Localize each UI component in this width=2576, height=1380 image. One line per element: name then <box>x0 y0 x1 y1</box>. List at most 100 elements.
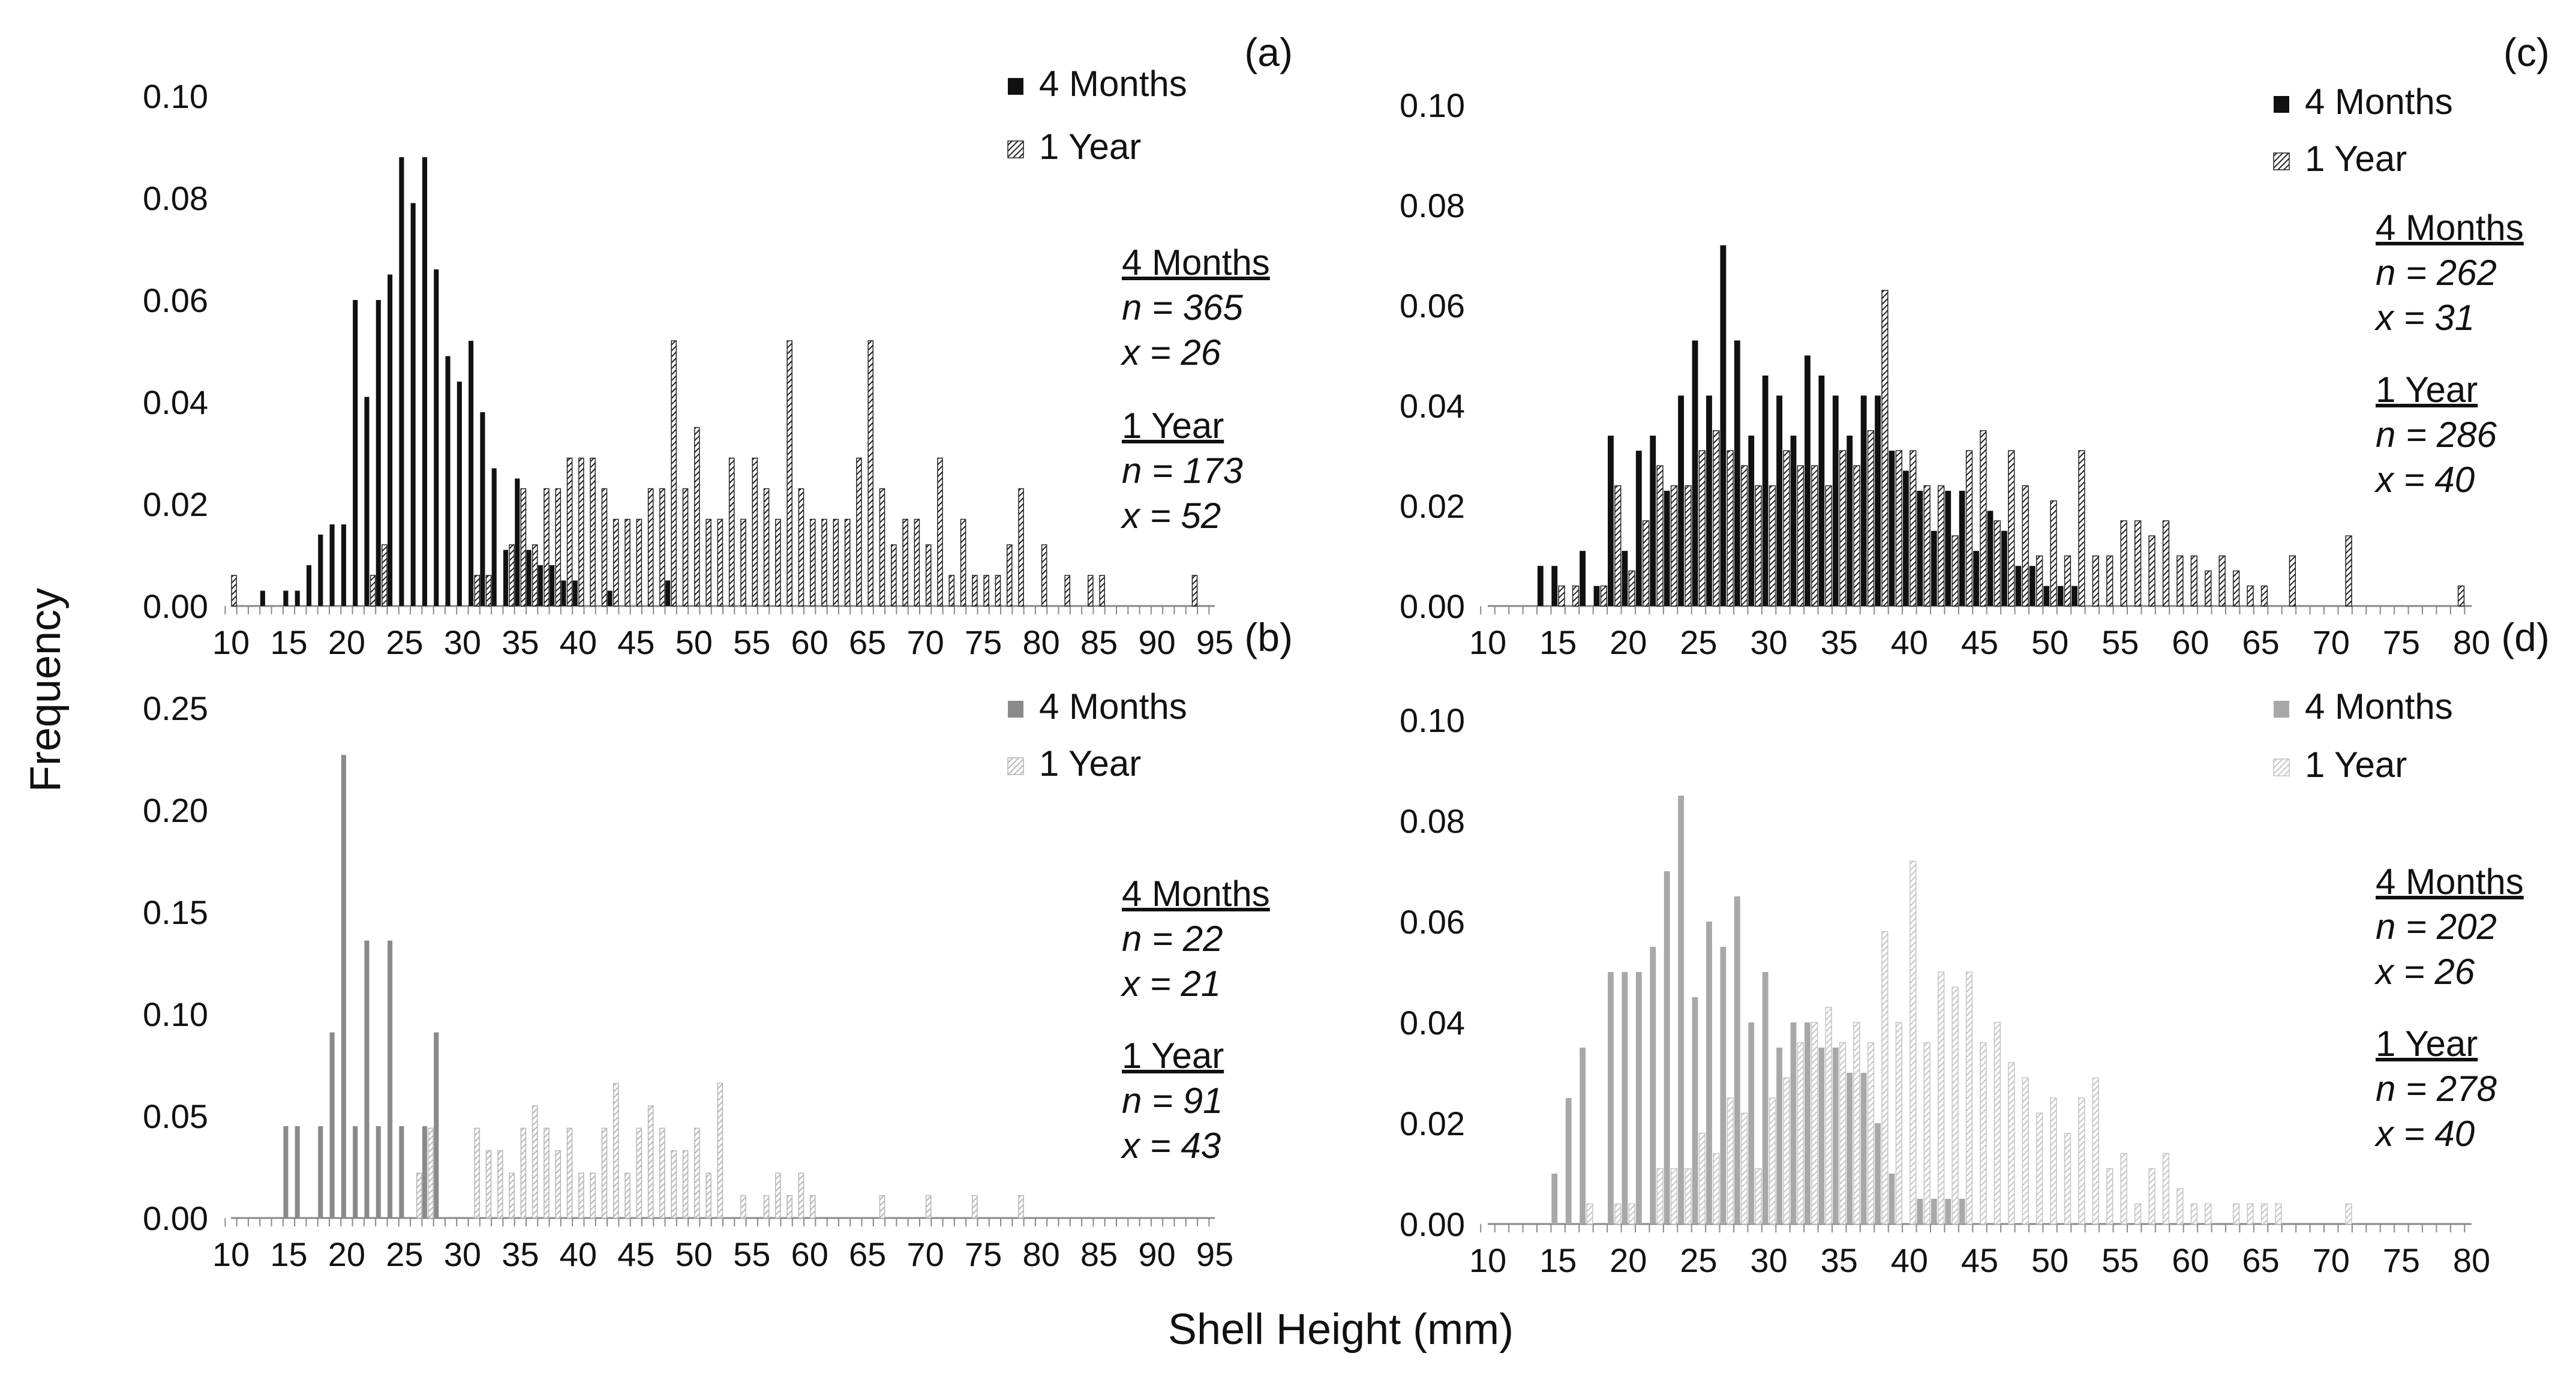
x-tick-label: 95 <box>1196 1235 1233 1273</box>
x-tick-label: 35 <box>502 623 539 661</box>
bar-4-months <box>1987 511 1993 606</box>
x-tick-label: 75 <box>965 623 1002 661</box>
bar-1-year <box>694 1127 700 1219</box>
bar-4-months <box>1847 436 1853 606</box>
bar-4-months <box>2029 566 2035 606</box>
bar-4-months <box>1608 972 1614 1224</box>
x-tick-label: 25 <box>386 1235 423 1273</box>
bar-4-months <box>1664 490 1670 606</box>
stats-mean-months: x = 26 <box>1120 332 1221 373</box>
bar-1-year <box>2008 1062 2015 1225</box>
x-tick-label: 60 <box>2172 1241 2209 1279</box>
bar-1-year <box>2345 1203 2352 1225</box>
bar-1-year <box>2092 555 2100 607</box>
bar-4-months <box>1720 947 1727 1224</box>
bar-1-year <box>613 518 619 607</box>
legend-swatch-1-year <box>1007 757 1024 775</box>
legend-swatch-1-year <box>2273 152 2290 170</box>
bar-1-year <box>532 1105 538 1219</box>
bar-4-months <box>1931 530 1937 606</box>
bar-1-year <box>2275 1203 2282 1225</box>
bar-1-year <box>1797 1042 1805 1225</box>
panel-a: 0.00 0.02 0.04 0.06 0.08 0.10 10 15 20 25 30 35 40 45… <box>143 30 1293 661</box>
bar-1-year <box>2134 1203 2142 1225</box>
bar-1-year <box>1951 535 1959 607</box>
bar-1-year <box>2092 1077 2100 1225</box>
bar-4-months <box>1945 1199 1951 1224</box>
bar-4-months <box>1537 566 1544 606</box>
legend: 4 Months 1 Year <box>2273 82 2453 179</box>
bar-1-year <box>1825 485 1832 607</box>
x-tick-label: 90 <box>1138 623 1175 661</box>
bar-1-year <box>972 575 978 607</box>
bar-1-year <box>786 340 792 607</box>
bar-1-year <box>1041 544 1047 607</box>
bar-4-months <box>1650 436 1656 606</box>
bar-1-year <box>520 1127 527 1219</box>
bar-1-year <box>1923 485 1931 607</box>
bar-4-months <box>1635 451 1642 606</box>
bar-1-year <box>601 1127 608 1219</box>
bar-4-months <box>376 1126 381 1218</box>
bar-4-months <box>572 580 578 606</box>
bar-1-year <box>474 575 481 607</box>
bar-4-months <box>1818 1048 1825 1224</box>
stats-heading-months: 4 Months <box>2376 208 2524 248</box>
bar-1-year <box>2078 1097 2085 1225</box>
bar-4-months <box>1593 586 1600 606</box>
stats-mean-months: x = 31 <box>2374 298 2475 338</box>
bar-4-months <box>318 1126 323 1218</box>
y-tick-label: 0.10 <box>1400 701 1465 739</box>
bar-1-year <box>2247 1203 2254 1225</box>
x-tick-label: 35 <box>1821 623 1858 661</box>
bar-1-year <box>1937 485 1945 607</box>
bar-1-year <box>2162 1153 2170 1225</box>
stats: 4 Months n = 262 x = 31 1 Year n = 286 x = 40 <box>2374 208 2524 500</box>
bar-4-months <box>480 412 485 606</box>
bar-1-year <box>1572 585 1580 607</box>
bar-4-months <box>457 382 462 606</box>
stats-heading-year: 1 Year <box>2376 370 2478 410</box>
bar-1-year <box>2035 555 2043 607</box>
bar-1-year <box>2050 1097 2057 1225</box>
panel-label: (d) <box>2501 615 2550 659</box>
bar-1-year <box>428 1127 434 1219</box>
bar-1-year <box>728 457 735 607</box>
bar-4-months <box>491 468 497 606</box>
x-tick-label: 15 <box>270 1235 307 1273</box>
bar-1-year <box>625 518 631 607</box>
bar-1-year <box>1797 465 1805 607</box>
bar-4-months <box>2015 566 2022 606</box>
x-tick-label: 80 <box>2453 623 2490 661</box>
bar-1-year <box>671 340 677 607</box>
bar-4-months <box>1635 972 1642 1224</box>
bar-4-months <box>550 565 555 606</box>
legend-swatch-4-months <box>1008 701 1023 718</box>
bar-1-year <box>2345 535 2352 607</box>
panel-d: 0.00 0.02 0.04 0.06 0.08 0.10 10 15 20 25 30 35 40 45… <box>1400 615 2550 1279</box>
bar-4-months <box>341 755 346 1218</box>
bar-4-months <box>1805 355 1811 606</box>
bar-4-months <box>306 565 312 606</box>
x-tick-label: 70 <box>906 1235 944 1273</box>
x-tick-label: 60 <box>791 623 828 661</box>
bar-4-months <box>1875 395 1881 606</box>
bar-1-year <box>1825 1007 1832 1225</box>
bar-1-year <box>1993 1022 2001 1225</box>
y-tick-label: 0.10 <box>1400 86 1465 124</box>
bar-1-year <box>740 518 746 607</box>
x-tick-label: 40 <box>560 1235 597 1273</box>
y-axis: 0.00 0.02 0.04 0.06 0.08 0.10 <box>1400 86 1465 625</box>
x-tick-label: 10 <box>212 623 250 661</box>
bar-1-year <box>786 1195 792 1219</box>
bar-4-months <box>1917 490 1923 606</box>
bar-4-months <box>364 940 370 1218</box>
bar-1-year <box>671 1150 677 1219</box>
bar-1-year <box>2232 570 2240 607</box>
x-tick-label: 50 <box>2031 1241 2068 1279</box>
bar-1-year <box>925 1195 932 1219</box>
bar-1-year <box>1951 986 1959 1225</box>
x-tick-label: 25 <box>386 623 423 661</box>
bar-1-year <box>1965 450 1973 607</box>
x-tick-label: 50 <box>675 1235 713 1273</box>
